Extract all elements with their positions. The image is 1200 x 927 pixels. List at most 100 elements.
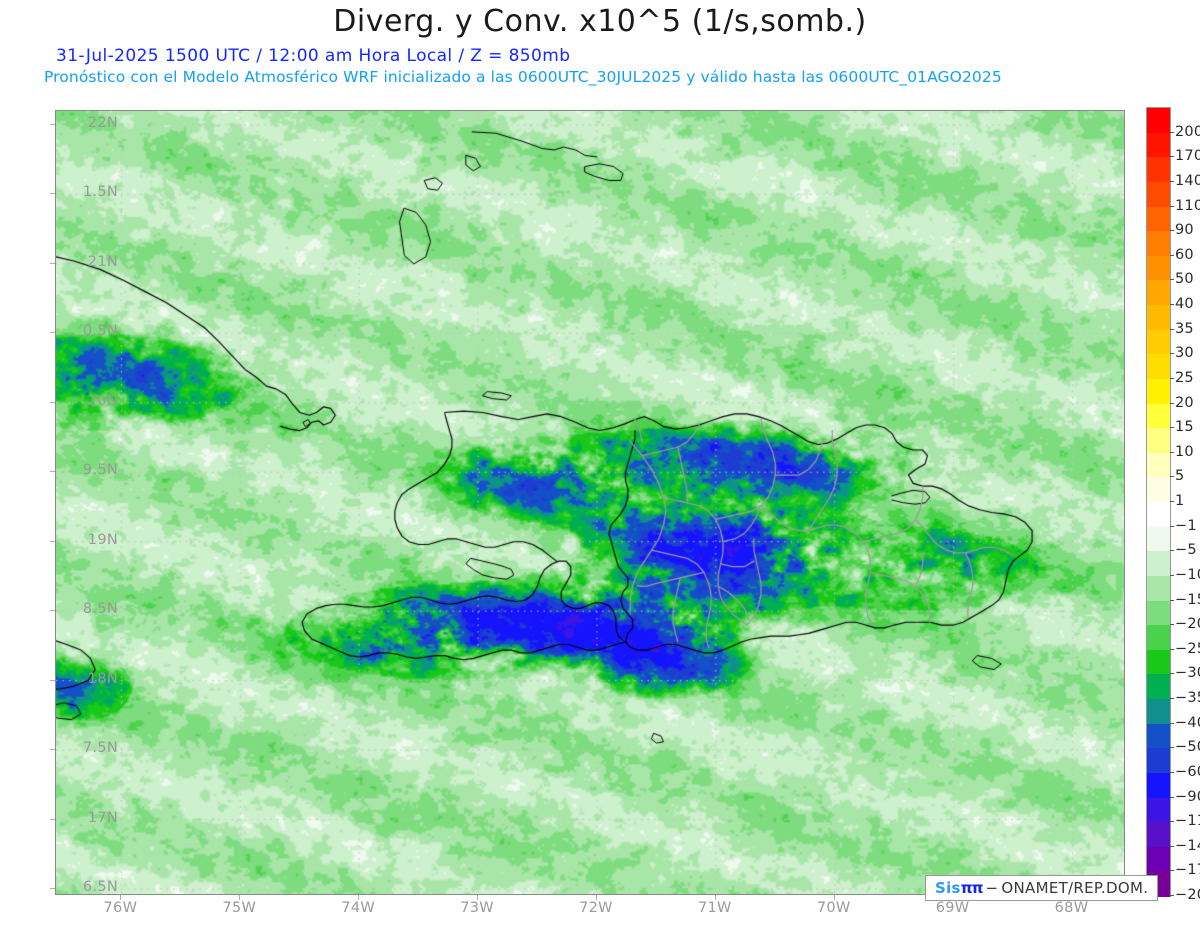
colorbar-tick: [1170, 304, 1174, 305]
colorbar-level-label: −30: [1175, 665, 1200, 682]
x-tick-label: 72W: [579, 900, 613, 916]
colorbar-tick: [1170, 377, 1174, 379]
colorbar-level-label: −60: [1175, 763, 1200, 780]
colorbar-tick: [1170, 599, 1174, 601]
colorbar-swatch: [1147, 822, 1170, 848]
y-tick-label: 22N: [87, 114, 118, 131]
colorbar-level-label: −200: [1175, 887, 1200, 903]
logo-dash: −: [985, 879, 999, 897]
y-tick-mark: [50, 471, 55, 473]
y-tick-mark: [50, 679, 55, 681]
colorbar-tick: [1170, 279, 1174, 281]
subtitle-model-info: Pronóstico con el Modelo Atmosférico WRF…: [44, 68, 1002, 86]
y-tick-mark: [50, 888, 55, 890]
colorbar-swatch: [1147, 772, 1170, 799]
colorbar-level-label: −40: [1175, 714, 1200, 731]
colorbar-level-label: 200: [1175, 123, 1200, 140]
colorbar-tick: [1170, 673, 1174, 675]
colorbar-swatch: [1147, 575, 1170, 602]
colorbar-tick: [1170, 353, 1174, 355]
y-tick-mark: [50, 332, 55, 334]
colorbar-tick: [1170, 180, 1174, 182]
colorbar-level-label: 20: [1175, 394, 1194, 411]
colorbar-tick: [1170, 771, 1174, 773]
colorbar-level-label: 30: [1175, 345, 1194, 362]
colorbar-level-label: 170: [1175, 148, 1200, 165]
colorbar-swatch: [1147, 181, 1170, 208]
colorbar-level-label: −10: [1175, 566, 1200, 583]
colorbar-level-label: 90: [1175, 222, 1194, 239]
colorbar-tick: [1170, 205, 1174, 207]
colorbar-swatch: [1147, 723, 1170, 749]
colorbar-swatch: [1147, 551, 1170, 577]
colorbar-level-label: 1: [1175, 493, 1185, 509]
y-tick-mark: [50, 749, 55, 751]
colorbar-level-label: 140: [1175, 172, 1200, 189]
logo-org-text: ONAMET/REP.DOM.: [1001, 879, 1149, 897]
y-tick-mark: [50, 123, 55, 125]
x-tick-mark: [239, 895, 241, 900]
colorbar-swatch: [1147, 305, 1170, 331]
colorbar-level-label: 5: [1175, 468, 1185, 485]
y-tick-label: 20N: [87, 392, 118, 409]
colorbar-swatch: [1147, 280, 1170, 306]
colorbar-tick: [1170, 624, 1174, 626]
colorbar-swatch: [1147, 477, 1170, 503]
colorbar-tick: [1170, 230, 1174, 232]
colorbar-tick: [1170, 796, 1174, 798]
colorbar-tick: [1170, 821, 1174, 823]
colorbar-level-label: −1: [1175, 517, 1197, 534]
y-tick-mark: [50, 193, 55, 195]
colorbar-swatch: [1147, 157, 1170, 183]
logo-attribution-box: Sis ππ − ONAMET/REP.DOM.: [925, 875, 1159, 901]
x-tick-label: 69W: [935, 900, 970, 916]
y-tick-label: 6.5N: [82, 879, 118, 896]
x-tick-label: 68W: [1054, 900, 1089, 916]
y-tick-label: 19N: [87, 531, 118, 548]
x-tick-mark: [358, 895, 360, 900]
colorbar-level-label: −15: [1175, 591, 1200, 608]
colorbar-tick: [1170, 451, 1174, 453]
colorbar-tick: [1170, 550, 1174, 552]
colorbar-swatch: [1147, 108, 1170, 134]
page-title: Diverg. y Conv. x10^5 (1/s,somb.): [333, 4, 867, 39]
x-tick-mark: [833, 895, 835, 900]
colorbar-tick: [1170, 747, 1174, 749]
colorbar-level-label: −35: [1175, 690, 1200, 706]
colorbar-tick: [1170, 254, 1174, 256]
y-tick-label: 0.5N: [82, 323, 118, 340]
colorbar-swatch: [1147, 378, 1170, 405]
y-tick-mark: [50, 540, 55, 542]
colorbar-tick: [1170, 476, 1174, 478]
y-tick-mark: [50, 818, 55, 820]
colorbar-level-label: 25: [1175, 369, 1194, 386]
colorbar-tick: [1170, 402, 1174, 404]
x-tick-label: 70W: [816, 900, 851, 916]
colorbar-swatch: [1147, 502, 1170, 528]
colorbar-tick: [1170, 501, 1174, 502]
colorbar-tick: [1170, 698, 1174, 699]
colorbar-swatch: [1147, 600, 1170, 626]
colorbar-tick: [1170, 427, 1174, 429]
colorbar-swatch: [1147, 526, 1170, 552]
y-tick-mark: [50, 401, 55, 403]
y-tick-label: 8.5N: [82, 601, 118, 618]
colorbar-swatch: [1147, 797, 1170, 823]
colorbar-tick: [1170, 722, 1174, 724]
colorbar-swatch: [1147, 699, 1170, 725]
colorbar-tick: [1170, 648, 1174, 650]
colorbar-tick: [1170, 328, 1174, 330]
colorbar-level-label: −20: [1175, 616, 1200, 633]
colorbar-swatch: [1147, 649, 1170, 675]
y-tick-label: 21N: [87, 253, 118, 270]
colorbar-level-label: 10: [1175, 443, 1194, 460]
x-tick-mark: [120, 895, 122, 900]
colorbar-level-label: −5: [1175, 542, 1197, 559]
y-tick-label: 17N: [87, 809, 118, 826]
colorbar-swatch: [1147, 625, 1170, 651]
colorbar-level-label: 50: [1175, 271, 1194, 288]
y-tick-label: 18N: [87, 670, 118, 687]
x-tick-mark: [714, 895, 716, 900]
colorbar-swatch: [1147, 255, 1170, 281]
x-tick-label: 76W: [103, 900, 138, 916]
